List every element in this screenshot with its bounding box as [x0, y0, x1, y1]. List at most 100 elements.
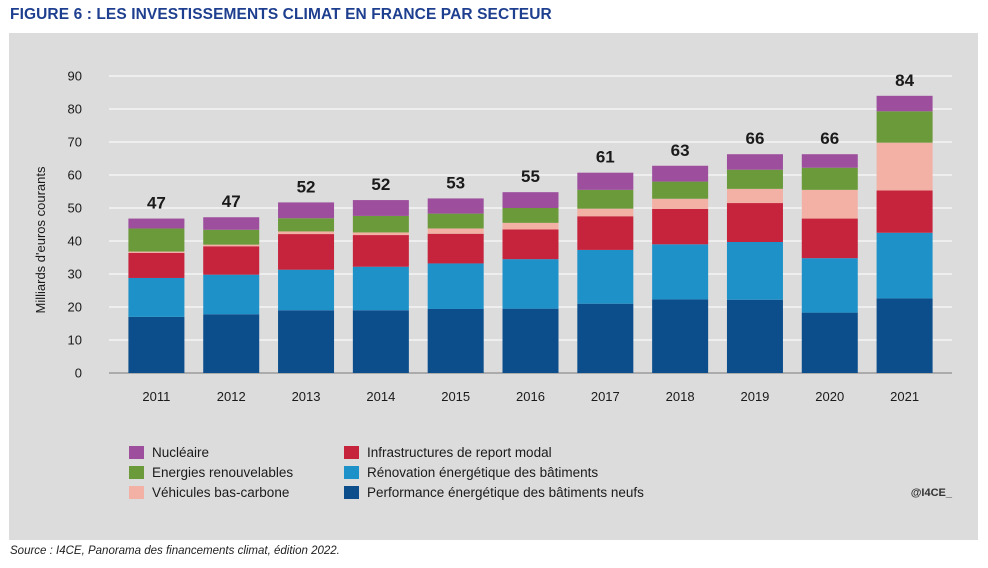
bar-segment-2021-s1 [876, 232, 933, 299]
y-tick-label: 40 [68, 234, 82, 249]
bar-segment-2011-s0 [128, 316, 185, 373]
legend-item: Rénovation énergétique des bâtiments [344, 465, 598, 480]
bar-segment-2017-s4 [577, 189, 634, 209]
bar-segment-2020-s2 [801, 218, 858, 259]
bar-segment-2014-s0 [352, 310, 409, 373]
legend-item: Nucléaire [129, 445, 209, 460]
legend-label: Rénovation énergétique des bâtiments [367, 465, 599, 480]
bar-segment-2014-s1 [352, 266, 409, 311]
x-tick-label: 2011 [142, 389, 170, 404]
bar-segment-2021-s0 [876, 298, 933, 373]
bar-segment-2015-s3 [427, 228, 484, 234]
bar-segment-2018-s2 [652, 208, 709, 245]
y-axis-label: Milliards d'euros courants [33, 166, 48, 313]
bar-segment-2020-s0 [801, 312, 858, 373]
x-tick-label: 2020 [815, 389, 844, 404]
bar-segment-2019-s4 [726, 169, 783, 189]
bar-segment-2019-s0 [726, 299, 783, 373]
bar-segment-2020-s4 [801, 167, 858, 190]
x-tick-label: 2016 [516, 389, 545, 404]
bar-segment-2019-s5 [726, 154, 783, 170]
bar-segment-2011-s5 [128, 218, 185, 229]
bar-segment-2012-s0 [203, 314, 260, 373]
bar-segment-2018-s5 [652, 165, 709, 182]
bar-segment-2013-s5 [278, 202, 335, 219]
bar-segment-2020-s5 [801, 154, 858, 168]
source-note: Source : I4CE, Panorama des financements… [10, 545, 340, 557]
total-label: 52 [297, 177, 316, 196]
x-tick-label: 2014 [366, 389, 395, 404]
bar-segment-2011-s4 [128, 228, 185, 252]
bar-segment-2013-s2 [278, 234, 335, 270]
bar-segment-2014-s3 [352, 232, 409, 236]
bar-segment-2013-s1 [278, 269, 335, 311]
x-tick-label: 2012 [217, 389, 246, 404]
bar-segment-2021-s4 [876, 111, 933, 143]
y-tick-label: 60 [68, 168, 82, 183]
brand-handle: @I4CE_ [910, 487, 952, 499]
bar-segment-2021-s5 [876, 95, 933, 112]
bar-segment-2019-s3 [726, 188, 783, 204]
bar-segment-2017-s3 [577, 208, 634, 217]
legend-swatch [344, 446, 359, 459]
x-axis-ticks: 2011 2012 2013 2014 2015 2016 2017 2018 2019 2020… [142, 389, 919, 404]
total-label: 84 [895, 71, 914, 90]
total-label: 55 [521, 167, 540, 186]
bar-segment-2012-s4 [203, 229, 260, 245]
legend-swatch [129, 446, 144, 459]
legend-label: Performance énergétique des bâtiments ne… [367, 485, 644, 500]
x-tick-label: 2021 [890, 389, 919, 404]
x-tick-label: 2018 [666, 389, 695, 404]
total-label: 47 [222, 192, 241, 211]
total-labels: 47 47 52 52 53 55 61 63 66 66 84 [147, 71, 915, 213]
legend-label: Véhicules bas-carbone [152, 485, 290, 500]
bar-segment-2016-s5 [502, 192, 559, 208]
bar-segment-2015-s5 [427, 198, 484, 214]
bar-segment-2015-s2 [427, 233, 484, 264]
y-tick-label: 80 [68, 102, 82, 117]
chart-panel: 0 10 20 30 40 50 60 70 80 90 2011 2012 2013 2014 2015… [9, 33, 978, 540]
legend-label: Energies renouvelables [152, 465, 294, 480]
bar-segment-2016-s3 [502, 222, 559, 230]
bar-segment-2011-s3 [128, 251, 185, 253]
legend-swatch [129, 486, 144, 499]
total-label: 66 [745, 129, 764, 148]
y-axis-ticks: 0 10 20 30 40 50 60 70 80 90 [68, 69, 82, 381]
total-label: 66 [820, 129, 839, 148]
legend-label: Infrastructures de report modal [367, 445, 552, 460]
bar-segment-2021-s2 [876, 190, 933, 233]
y-tick-label: 30 [68, 267, 82, 282]
total-label: 53 [446, 173, 465, 192]
bar-segment-2012-s2 [203, 246, 260, 275]
bar-segment-2017-s2 [577, 216, 634, 250]
bar-segment-2018-s3 [652, 198, 709, 209]
bar-segment-2020-s3 [801, 189, 858, 219]
y-tick-label: 10 [68, 333, 82, 348]
legend-item: Véhicules bas-carbone [129, 485, 289, 500]
y-tick-label: 0 [75, 366, 82, 381]
legend-swatch [344, 466, 359, 479]
bar-segment-2012-s5 [203, 217, 260, 230]
bar-segment-2017-s1 [577, 249, 634, 304]
x-tick-label: 2015 [441, 389, 470, 404]
x-tick-label: 2017 [591, 389, 620, 404]
y-tick-label: 50 [68, 201, 82, 216]
bar-segment-2015-s1 [427, 263, 484, 309]
bar-segment-2018-s0 [652, 299, 709, 373]
bar-segment-2017-s0 [577, 303, 634, 373]
legend-item: Energies renouvelables [129, 465, 293, 480]
x-tick-label: 2019 [740, 389, 769, 404]
bar-segment-2014-s2 [352, 235, 409, 267]
bar-segment-2011-s1 [128, 277, 185, 317]
y-tick-label: 20 [68, 300, 82, 315]
bar-segment-2012-s3 [203, 244, 260, 247]
legend-swatch [129, 466, 144, 479]
bar-segment-2014-s5 [352, 200, 409, 216]
bar-segment-2021-s3 [876, 142, 933, 191]
bar-segment-2016-s0 [502, 308, 559, 373]
bar-segment-2014-s4 [352, 215, 409, 233]
y-tick-label: 90 [68, 69, 82, 84]
bars [128, 95, 933, 373]
bar-segment-2019-s2 [726, 203, 783, 242]
bar-segment-2013-s0 [278, 310, 335, 373]
